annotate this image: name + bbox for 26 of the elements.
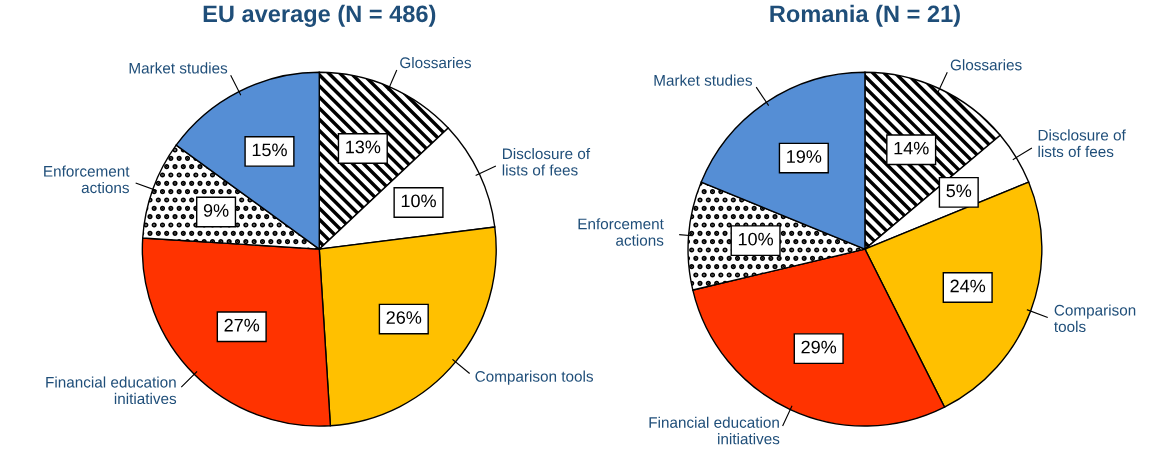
chart-title: Romania (N = 21) bbox=[770, 4, 960, 27]
data-label: 27% bbox=[224, 318, 260, 332]
data-label: 29% bbox=[801, 340, 837, 354]
data-label: 13% bbox=[346, 140, 381, 154]
slice-label: Market studies bbox=[654, 74, 753, 86]
slice-label: Financial education initiatives bbox=[46, 376, 177, 405]
data-label: 19% bbox=[787, 150, 822, 163]
slice-label: Enforcement actions bbox=[44, 165, 130, 194]
data-label: 14% bbox=[894, 141, 929, 155]
data-label: 15% bbox=[252, 143, 287, 157]
slice-label: Enforcement actions bbox=[578, 218, 664, 246]
slice-label: Market studies bbox=[129, 62, 228, 74]
slice-label: Disclosure of lists of fees bbox=[502, 147, 591, 176]
slice-label: Glossaries bbox=[950, 59, 1022, 71]
data-label: 5% bbox=[946, 184, 972, 198]
data-label: 10% bbox=[401, 194, 436, 208]
data-label: 10% bbox=[738, 232, 774, 246]
slice-label: Comparison tools bbox=[475, 370, 593, 385]
chart-title: EU average (N = 486) bbox=[203, 4, 436, 27]
data-label: 26% bbox=[386, 311, 422, 324]
data-label: 9% bbox=[203, 204, 229, 217]
slice-label: Disclosure of lists of fees bbox=[1038, 129, 1126, 158]
data-label: 24% bbox=[950, 279, 986, 293]
slice-label: Glossaries bbox=[400, 56, 471, 69]
slice-label: Comparison tools bbox=[1054, 304, 1136, 333]
slice-label: Financial education initiatives bbox=[649, 416, 780, 445]
